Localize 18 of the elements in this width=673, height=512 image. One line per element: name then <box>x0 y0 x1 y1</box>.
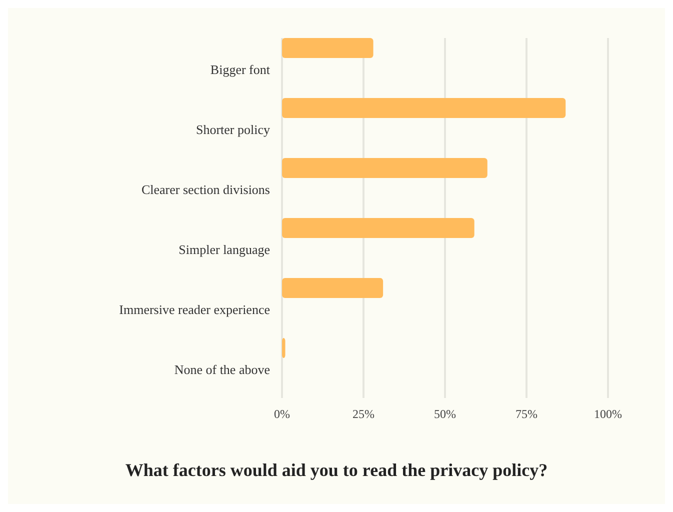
y-tick-label: None of the above <box>174 362 270 377</box>
y-tick-label: Clearer section divisions <box>141 182 270 197</box>
y-tick-label: Immersive reader experience <box>119 302 270 317</box>
bar <box>282 158 488 178</box>
x-tick-label: 0% <box>274 407 290 421</box>
bar <box>282 98 566 118</box>
y-tick-label: Shorter policy <box>196 122 270 137</box>
text: What factors would aid you to read the privacy policy? <box>125 460 548 480</box>
x-tick-label: 25% <box>352 407 374 421</box>
x-tick-label: 100% <box>594 407 622 421</box>
bar <box>282 38 374 58</box>
bar <box>282 218 474 238</box>
x-tick-label: 50% <box>434 407 456 421</box>
y-tick-label: Bigger font <box>210 62 270 77</box>
y-tick-label: Simpler language <box>178 242 270 257</box>
x-tick-label: 75% <box>516 407 538 421</box>
bar <box>282 338 286 358</box>
bar <box>282 278 384 298</box>
